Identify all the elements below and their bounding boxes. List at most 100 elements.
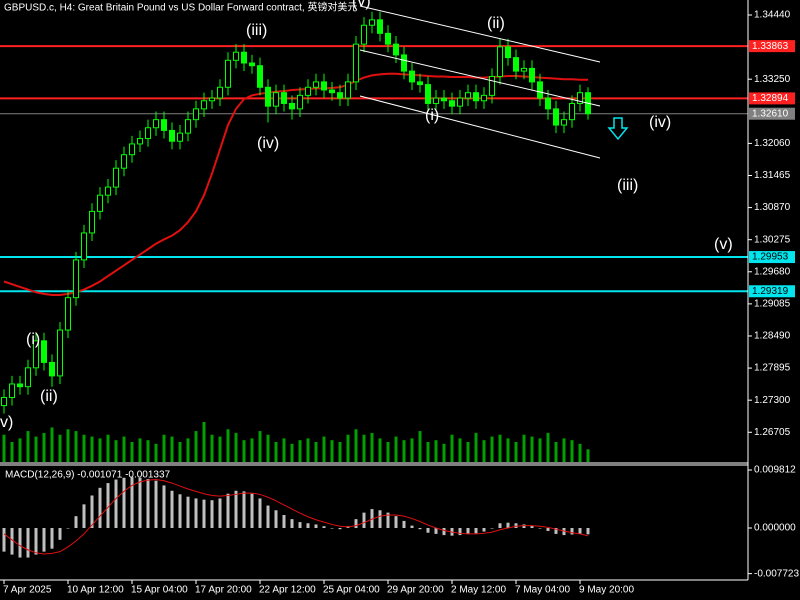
level-label: 1.33863	[752, 41, 789, 52]
y-tick-label: 1.29085	[754, 299, 791, 310]
volume-bar	[314, 442, 318, 462]
volume-bar	[282, 438, 286, 462]
candle-body	[465, 92, 471, 99]
volume-bar	[250, 438, 254, 462]
y-tick-label: 1.30870	[754, 202, 791, 213]
macd-bar	[226, 493, 230, 528]
macd-bar	[298, 522, 302, 528]
y-tick-label: 1.32060	[754, 138, 791, 149]
volume-bar	[50, 427, 54, 462]
macd-bar	[138, 477, 142, 528]
volume-bar	[346, 434, 350, 462]
x-tick-label: 29 Apr 20:00	[387, 585, 444, 596]
volume-bar	[570, 440, 574, 462]
volume-bar	[202, 422, 206, 462]
macd-bar	[434, 527, 438, 534]
macd-bar	[554, 527, 558, 534]
candle-body	[457, 97, 463, 107]
candle-body	[337, 92, 343, 99]
macd-bar	[242, 491, 246, 528]
volume-bar	[458, 438, 462, 462]
volume-bar	[234, 432, 238, 462]
volume-bar	[450, 434, 454, 462]
signal-line	[3, 479, 589, 555]
volume-bar	[410, 438, 414, 462]
candle-body	[537, 81, 543, 99]
macd-bar	[202, 499, 206, 528]
wave-label: (iii)	[617, 177, 638, 194]
candle-body	[273, 92, 279, 107]
macd-bar	[410, 525, 414, 528]
macd-bar	[258, 498, 262, 528]
volume-bar	[402, 440, 406, 462]
macd-bar	[370, 509, 374, 528]
candle-body	[73, 259, 79, 299]
volume-bar	[522, 434, 526, 462]
candle-body	[297, 94, 303, 110]
candle-body	[321, 81, 327, 91]
macd-bar	[538, 527, 542, 529]
y-tick-label: 1.34440	[754, 10, 791, 21]
volume-bar	[290, 443, 294, 462]
candle-body	[89, 210, 95, 234]
volume-bar	[354, 429, 358, 462]
price-tag	[749, 107, 795, 120]
candle-body	[145, 127, 151, 140]
macd-bar	[474, 527, 478, 534]
volume-bar	[306, 438, 310, 462]
macd-bar	[306, 523, 310, 528]
candle-body	[193, 108, 199, 121]
volume-bar	[138, 438, 142, 462]
macd-bar	[90, 495, 94, 528]
candle-body	[425, 84, 431, 104]
macd-bar	[66, 527, 70, 529]
macd-bar	[130, 477, 134, 528]
macd-bar	[282, 514, 286, 528]
candle-body	[257, 65, 263, 88]
macd-bar	[2, 527, 6, 552]
candle-body	[521, 67, 527, 72]
wave-label: (v)	[714, 236, 733, 253]
volume-bar	[322, 436, 326, 462]
x-tick-label: 15 Apr 04:00	[131, 585, 188, 596]
candle-body	[385, 32, 391, 45]
volume-bar	[242, 440, 246, 462]
candle-body	[129, 143, 135, 156]
volume-bar	[418, 431, 422, 462]
macd-bar	[530, 525, 534, 528]
candle-body	[1, 396, 7, 407]
macd-bar	[114, 479, 118, 528]
candle-body	[49, 361, 55, 377]
y-tick-label: -0.007723	[754, 568, 799, 579]
candle-body	[265, 86, 271, 107]
macd-bar	[26, 527, 30, 558]
macd-bar	[10, 527, 14, 555]
candle-body	[281, 92, 287, 104]
macd-bar	[50, 527, 54, 549]
candle-body	[545, 97, 551, 110]
volume-bar	[106, 434, 110, 462]
candle-body	[577, 92, 583, 104]
macd-bar	[250, 493, 254, 528]
candle-body	[345, 81, 351, 99]
wave-label: (i)	[26, 331, 40, 348]
volume-bar	[274, 442, 278, 462]
macd-bar	[170, 490, 174, 528]
macd-bar	[314, 524, 318, 528]
volume-bar	[170, 436, 174, 462]
candle-body	[417, 81, 423, 86]
down-arrow	[607, 117, 629, 141]
volume-bar	[498, 434, 502, 462]
candle-body	[433, 97, 439, 104]
volume-bar	[266, 434, 270, 462]
volume-bar	[42, 432, 46, 462]
volume-bar	[218, 436, 222, 462]
macd-bar	[466, 527, 470, 534]
volume-bar	[66, 429, 70, 462]
volume-bar	[514, 442, 518, 462]
level-label: 1.29319	[752, 286, 789, 297]
macd-bar	[522, 524, 526, 528]
candle-body	[513, 57, 519, 72]
volume-bar	[370, 432, 374, 462]
candle-body	[177, 132, 183, 142]
